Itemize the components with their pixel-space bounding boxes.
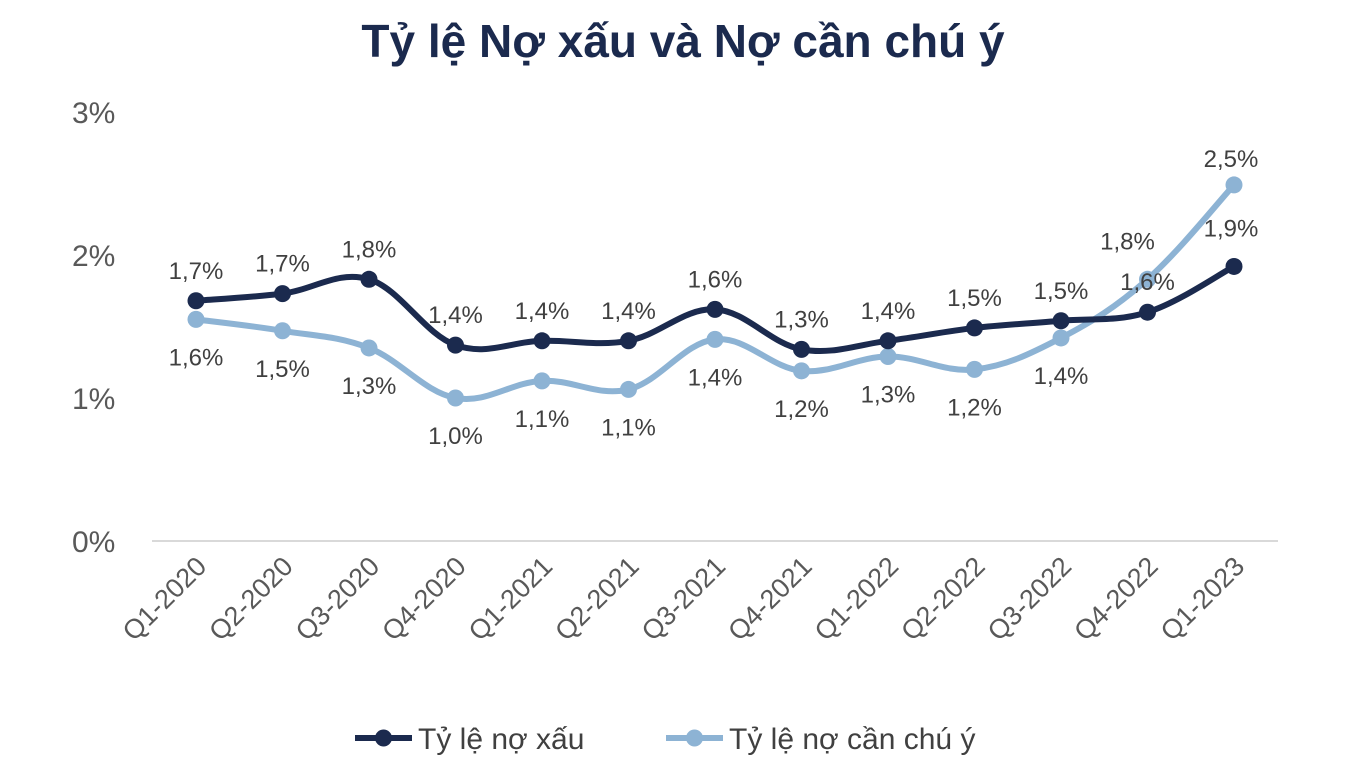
data-point xyxy=(706,300,724,318)
chart-title: Tỷ lệ Nợ xấu và Nợ cần chú ý xyxy=(361,15,1005,67)
data-point xyxy=(360,270,378,288)
data-label-light: 2,5% xyxy=(1204,146,1259,173)
data-label-dark: 1,4% xyxy=(601,298,656,325)
data-label-light: 1,8% xyxy=(1100,228,1155,255)
data-point xyxy=(793,340,810,358)
data-label-dark: 1,4% xyxy=(515,298,570,325)
data-label-dark: 1,7% xyxy=(169,258,224,285)
legend-swatch-marker xyxy=(686,729,703,747)
data-label-dark: 1,5% xyxy=(1034,278,1089,305)
x-tick-label: Q1-2022 xyxy=(809,551,905,647)
data-label-dark: 1,3% xyxy=(774,306,829,333)
data-point xyxy=(620,332,637,350)
y-axis: 0% 1% 2% 3% xyxy=(72,97,115,559)
legend-label: Tỷ lệ nợ xấu xyxy=(418,723,584,756)
x-tick-label: Q3-2020 xyxy=(290,551,386,647)
x-tick-label: Q4-2020 xyxy=(376,551,472,647)
x-axis: Q1-2020Q2-2020Q3-2020Q4-2020Q1-2021Q2-20… xyxy=(117,551,1251,647)
data-label-light: 1,4% xyxy=(688,364,743,391)
legend-swatch-marker xyxy=(375,729,392,747)
data-point xyxy=(879,348,897,366)
x-tick-label: Q2-2021 xyxy=(549,551,645,647)
data-label-light: 1,5% xyxy=(255,356,310,383)
data-label-dark: 1,8% xyxy=(342,236,397,263)
y-tick-label: 3% xyxy=(72,97,115,130)
y-tick-label: 0% xyxy=(72,526,115,559)
data-label-light: 1,4% xyxy=(1034,363,1089,390)
data-label-dark: 1,4% xyxy=(861,298,916,325)
data-point xyxy=(793,362,810,380)
data-label-dark: 1,9% xyxy=(1204,215,1259,242)
data-label-dark: 1,6% xyxy=(1120,269,1175,296)
data-point xyxy=(447,336,464,354)
data-label-light: 1,6% xyxy=(169,344,224,371)
data-point xyxy=(966,319,983,337)
legend-item-0: Tỷ lệ nợ xấu xyxy=(355,723,584,756)
data-point xyxy=(966,360,983,378)
data-label-dark: 1,4% xyxy=(428,302,483,329)
data-point xyxy=(1225,257,1243,275)
x-tick-label: Q2-2022 xyxy=(895,551,991,647)
data-point xyxy=(879,332,897,350)
x-tick-label: Q3-2022 xyxy=(982,551,1078,647)
x-tick-label: Q1-2021 xyxy=(463,551,559,647)
data-label-light: 1,1% xyxy=(601,414,656,441)
data-point xyxy=(1139,270,1156,288)
data-point xyxy=(360,339,378,357)
x-tick-label: Q3-2021 xyxy=(636,551,732,647)
data-point xyxy=(533,372,551,390)
legend-item-1: Tỷ lệ nợ cần chú ý xyxy=(666,723,975,756)
y-tick-label: 1% xyxy=(72,383,115,416)
series-layer xyxy=(187,176,1243,407)
data-point xyxy=(1052,312,1070,330)
x-tick-label: Q4-2022 xyxy=(1068,551,1164,647)
data-label-light: 1,2% xyxy=(774,396,829,423)
x-tick-label: Q1-2020 xyxy=(117,551,213,647)
data-label-light: 1,1% xyxy=(515,406,570,433)
data-point xyxy=(274,322,291,340)
data-label-light: 1,2% xyxy=(947,394,1002,421)
data-label-light: 1,3% xyxy=(342,373,397,400)
data-point xyxy=(187,310,205,328)
data-point xyxy=(447,389,464,407)
legend: Tỷ lệ nợ xấu Tỷ lệ nợ cần chú ý xyxy=(355,723,975,756)
data-point xyxy=(706,330,724,348)
y-tick-label: 2% xyxy=(72,240,115,273)
data-point xyxy=(533,332,551,350)
data-point xyxy=(1052,329,1070,347)
x-tick-label: Q1-2023 xyxy=(1155,551,1251,647)
data-label-dark: 1,6% xyxy=(688,266,743,293)
data-point xyxy=(187,292,205,310)
data-label-light: 1,0% xyxy=(428,423,483,450)
x-tick-label: Q2-2020 xyxy=(203,551,299,647)
data-point xyxy=(1139,303,1156,321)
data-label-dark: 1,5% xyxy=(947,285,1002,312)
data-label-dark: 1,7% xyxy=(255,251,310,278)
data-point xyxy=(620,380,637,398)
x-tick-label: Q4-2021 xyxy=(722,551,818,647)
data-label-light: 1,3% xyxy=(861,382,916,409)
data-point xyxy=(1225,176,1243,194)
data-labels: 1,7% 1,7% 1,8% 1,4% 1,4% 1,4% 1,6% 1,3% 1,4% 1,5%… xyxy=(169,146,1259,450)
data-point xyxy=(274,285,291,303)
legend-label: Tỷ lệ nợ cần chú ý xyxy=(729,723,975,756)
